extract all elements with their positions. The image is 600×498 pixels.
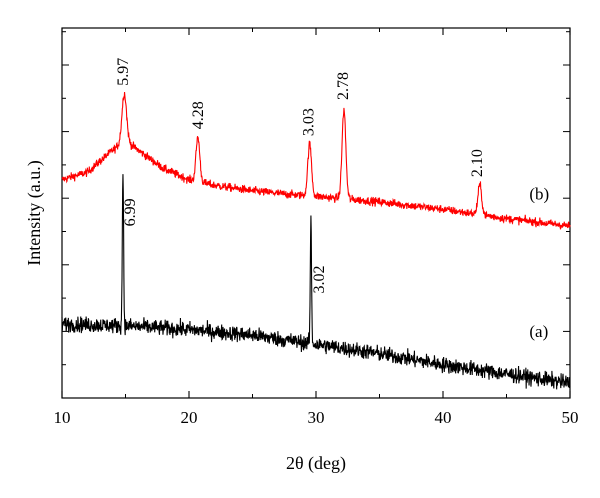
peak-label: 2.10	[469, 149, 486, 177]
peak-label: 6.99	[122, 198, 139, 226]
y-axis-title: Intensity (a.u.)	[24, 160, 45, 265]
x-axis-title: 2θ (deg)	[286, 453, 346, 474]
peak-label: 5.97	[115, 58, 132, 86]
series-layer	[61, 92, 571, 390]
series-label-b: (b)	[529, 184, 549, 203]
series-line-a	[61, 174, 571, 390]
x-tick-label: 50	[562, 408, 579, 427]
x-tick-label: 10	[54, 408, 71, 427]
series-label-a: (a)	[529, 322, 548, 341]
peak-label: 4.28	[190, 101, 207, 129]
peak-label-layer: (b) 5.97 4.28 3.03 2.78 2.10 (a) 6.99 3.02	[115, 58, 549, 341]
x-tick-label: 30	[308, 408, 325, 427]
x-tick-label: 40	[435, 408, 452, 427]
x-tick-label: 20	[181, 408, 198, 427]
peak-label: 3.03	[301, 108, 318, 136]
peak-label: 3.02	[311, 266, 328, 294]
axis-layer: 10 20 30 40 50	[54, 28, 579, 427]
series-line-b	[61, 92, 571, 230]
peak-label: 2.78	[335, 72, 352, 100]
